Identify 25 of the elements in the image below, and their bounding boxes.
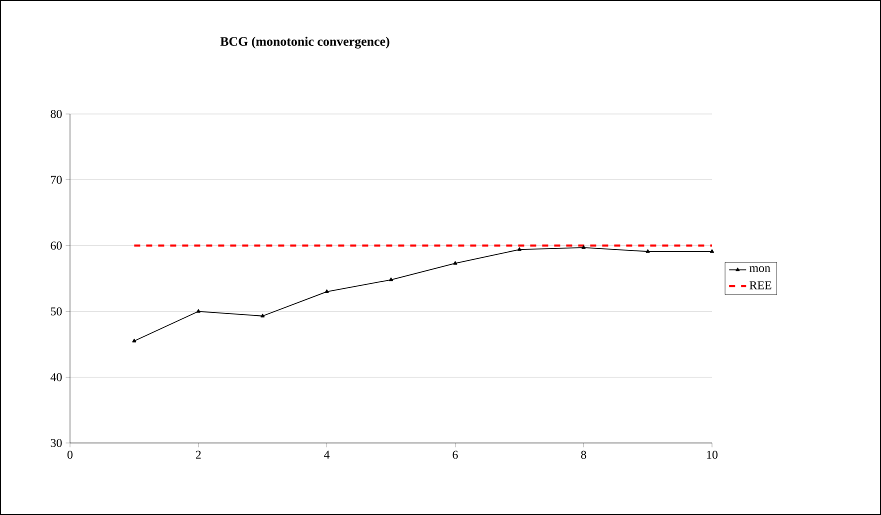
x-tick-label: 6 <box>452 450 458 459</box>
point <box>132 338 136 342</box>
legend-label: REE <box>750 281 772 290</box>
point <box>582 245 586 249</box>
x-tick-label: 4 <box>324 450 330 459</box>
y-tick-label: 60 <box>50 242 62 250</box>
y-tick-label: 80 <box>50 110 62 118</box>
y-tick-label: 40 <box>50 373 62 382</box>
point <box>324 289 329 293</box>
point <box>646 249 650 253</box>
point <box>389 278 394 282</box>
point <box>710 249 714 253</box>
legend-label: mon <box>749 266 770 272</box>
y-tick-label: 30 <box>50 438 62 448</box>
point <box>260 314 265 318</box>
point <box>517 247 522 251</box>
x-tick-label: 2 <box>196 450 201 459</box>
chart-title: BCG (monotonic convergence) <box>220 36 390 49</box>
y-tick-label: 50 <box>50 307 62 316</box>
x-tick-label: 0 <box>67 450 73 459</box>
x-tick-label: 8 <box>581 450 586 459</box>
point <box>196 309 200 313</box>
y-tick-label: 70 <box>51 176 62 184</box>
x-tick-label: 10 <box>707 450 718 459</box>
point <box>453 261 458 265</box>
